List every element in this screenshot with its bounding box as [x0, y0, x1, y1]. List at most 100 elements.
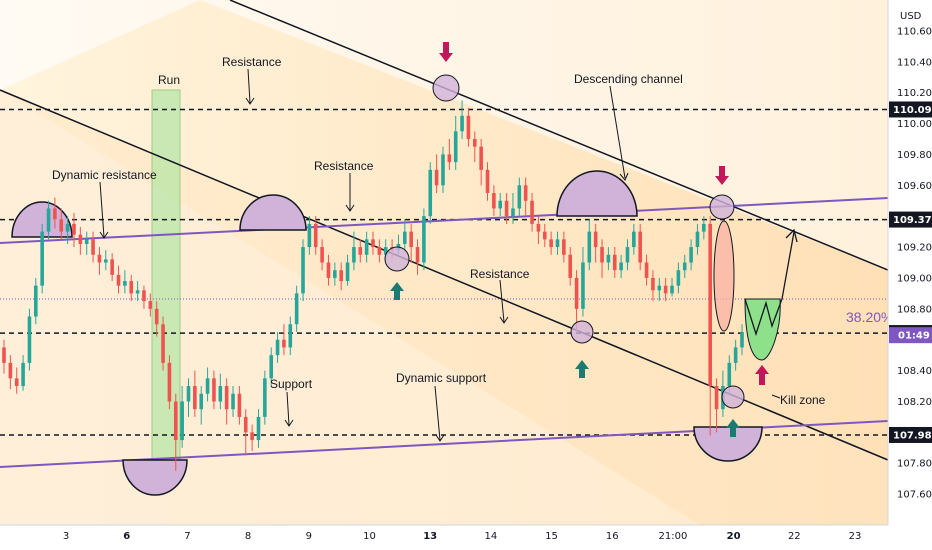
candle-body — [542, 231, 547, 240]
teal-arrows — [390, 282, 740, 437]
fib-label: 38.20% — [846, 309, 893, 325]
dynamic-resistance-label: Dynamic resistance — [52, 168, 157, 182]
price-axis-bg — [888, 0, 932, 550]
touch-circles — [384, 74, 745, 409]
candle-body — [21, 362, 25, 387]
candle-body — [555, 239, 560, 248]
dynamic-resistance-line — [0, 197, 888, 244]
candle-body — [549, 239, 553, 248]
lower-channel-fill — [0, 90, 888, 525]
candle-body — [237, 393, 242, 417]
candle-body — [320, 247, 324, 263]
candle-body — [472, 138, 477, 147]
candle-body — [97, 254, 102, 263]
candle-body — [263, 378, 267, 417]
y-tick-label: 108.800 — [897, 304, 932, 315]
candle-body — [231, 393, 235, 410]
candle-body — [78, 234, 83, 244]
candle-body — [243, 416, 248, 433]
candle-body — [695, 231, 700, 248]
candle-body — [110, 259, 114, 275]
candle-body — [154, 308, 159, 325]
x-tick-label: 10 — [363, 531, 376, 542]
candle-body — [651, 277, 655, 291]
candle-body — [644, 262, 649, 278]
annotation-pointers — [99, 68, 781, 442]
candle-body — [523, 185, 528, 201]
candle-body — [587, 231, 592, 263]
projection-arrowhead — [785, 228, 798, 243]
support-label: Support — [270, 377, 313, 391]
candle-body — [288, 324, 293, 348]
candle-body — [530, 200, 534, 224]
y-tick-label: 109.000 — [897, 273, 932, 284]
candle-body — [612, 254, 617, 271]
candle-body — [27, 316, 32, 363]
candle-body — [59, 219, 64, 232]
kill-zone-ellipse — [713, 220, 735, 332]
candle-body — [224, 386, 229, 410]
x-tick-label: 6 — [123, 531, 130, 542]
candle-body — [708, 223, 712, 387]
x-tick-label: 16 — [606, 531, 619, 542]
candle-body — [364, 239, 369, 255]
candle-body — [422, 216, 426, 263]
x-axis-ticks: 3 6 7 8 9 10 13 14 15 16 21:00 20 22 23 — [63, 531, 862, 542]
level-price-label: 109.378 — [893, 215, 932, 226]
candle-body — [65, 223, 70, 232]
candle-body — [619, 262, 623, 271]
candle-body — [148, 301, 153, 309]
candle-body — [383, 247, 388, 255]
candle-body — [193, 386, 197, 410]
candle-body — [103, 259, 108, 263]
candle-body — [733, 347, 738, 363]
time-axis-bg — [0, 525, 932, 550]
candle-body — [638, 231, 643, 263]
candle-body — [625, 247, 630, 263]
candle-body — [663, 285, 668, 294]
candle-body — [409, 231, 413, 248]
x-tick-label: 13 — [423, 531, 437, 542]
candle-body — [740, 331, 744, 348]
candle-body — [562, 239, 566, 255]
candle-body — [199, 393, 204, 410]
candle-body — [34, 285, 38, 317]
candle-body — [14, 378, 19, 387]
candle-body — [352, 247, 356, 263]
candle-body — [504, 200, 509, 217]
candle-body — [326, 262, 331, 278]
x-tick-label: 3 — [63, 531, 69, 542]
candle-body — [212, 378, 216, 402]
candle-body — [8, 362, 13, 379]
red-arrows — [439, 42, 729, 185]
x-tick-label: 20 — [727, 531, 741, 542]
upper-channel-line — [229, 0, 888, 271]
level-price-label: 107.983 — [893, 430, 932, 441]
current-price-label: 01:49 — [898, 331, 930, 342]
level-price-label: 110.091 — [893, 105, 932, 116]
candle-body — [657, 285, 662, 291]
candle-body — [313, 223, 318, 248]
level-price-box — [889, 101, 932, 118]
candle-body — [632, 231, 636, 248]
candle-body — [307, 223, 312, 248]
candle-body — [676, 270, 681, 286]
candle-body — [294, 293, 299, 325]
price-boxes: 110.091109.378108.643107.98301:49 — [889, 101, 932, 443]
y-tick-label: 107.800 — [897, 459, 932, 470]
candle-body — [466, 115, 471, 139]
run-label: Run — [158, 73, 180, 87]
y-tick-label: 109.200 — [897, 243, 932, 254]
level-price-box — [889, 211, 932, 228]
y-tick-label: 108.400 — [897, 366, 932, 377]
resistance-label-2: Resistance — [314, 159, 374, 173]
candle-body — [403, 231, 407, 244]
candle-body — [702, 223, 706, 232]
x-tick-label: 8 — [245, 531, 251, 542]
candle-body — [339, 270, 343, 282]
candle-body — [123, 281, 127, 286]
resistance-label-3: Resistance — [470, 267, 530, 281]
candle-body — [167, 362, 172, 402]
candle-body — [46, 208, 51, 232]
